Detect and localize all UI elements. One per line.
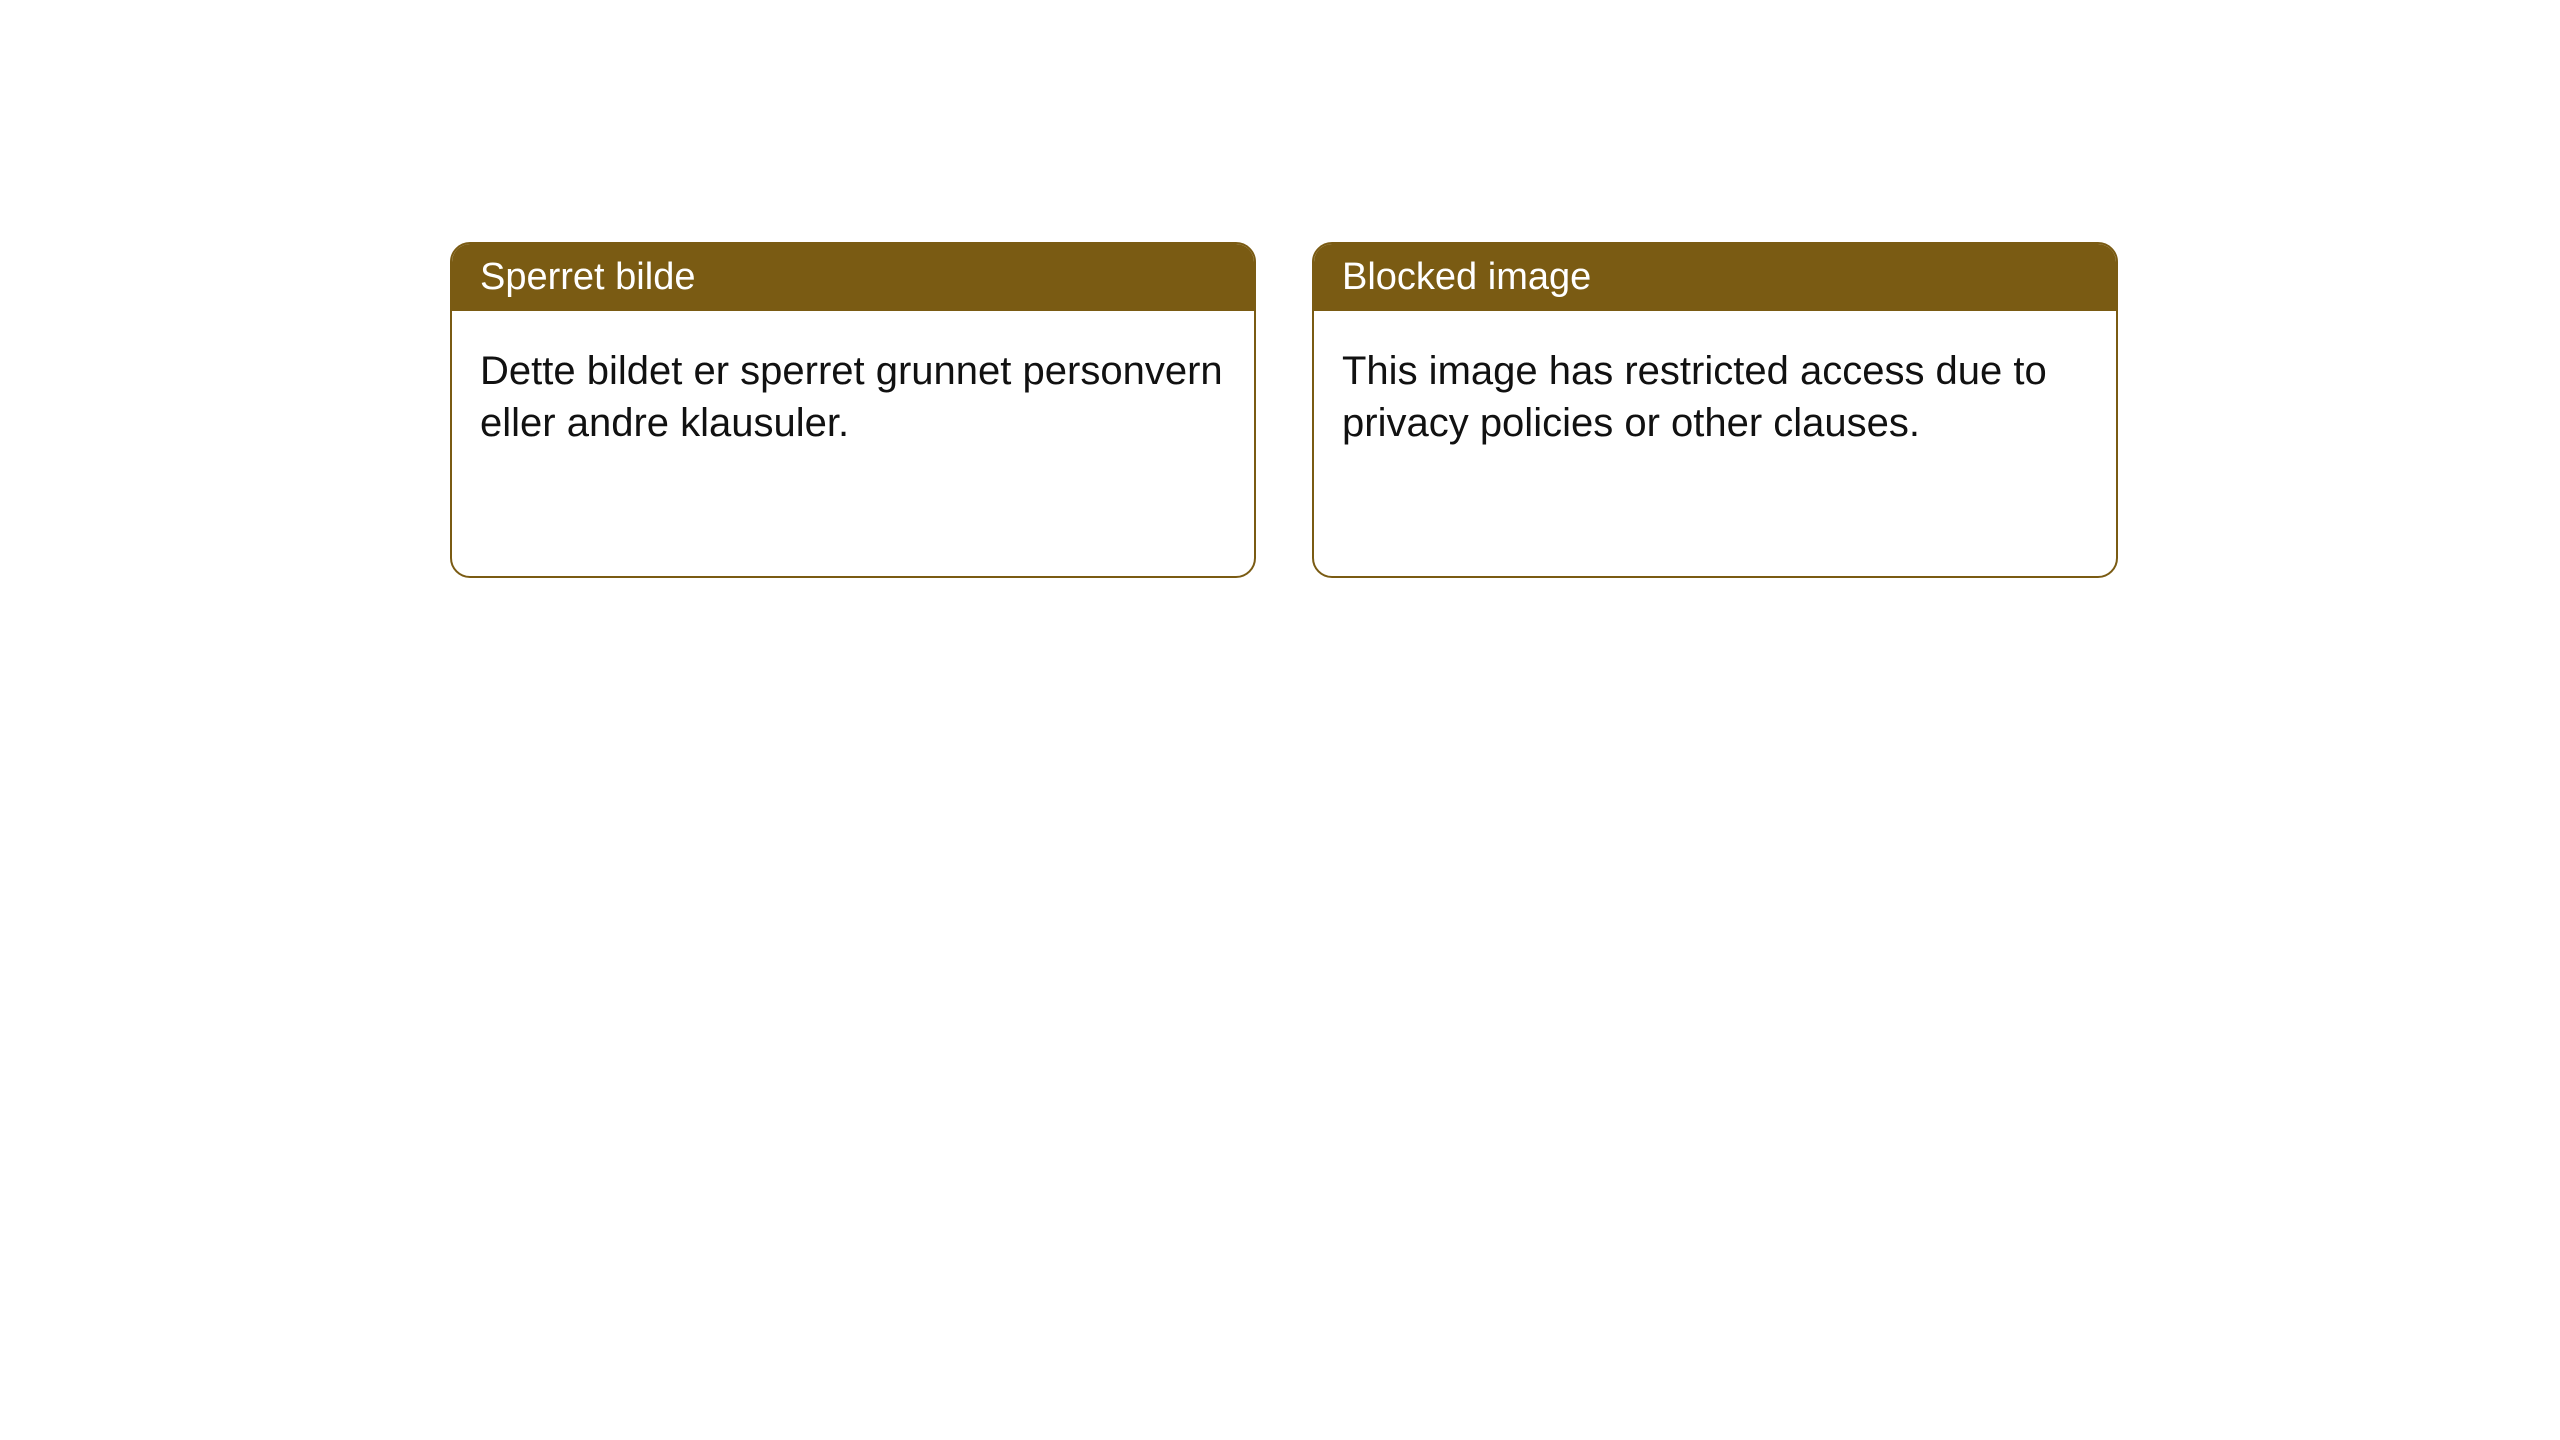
notice-container: Sperret bilde Dette bildet er sperret gr…	[0, 0, 2560, 578]
card-title-en: Blocked image	[1342, 256, 1591, 298]
card-text-en: This image has restricted access due to …	[1342, 349, 2047, 445]
blocked-image-card-no: Sperret bilde Dette bildet er sperret gr…	[450, 242, 1256, 578]
card-header-no: Sperret bilde	[452, 244, 1254, 311]
card-title-no: Sperret bilde	[480, 256, 695, 298]
card-body-no: Dette bildet er sperret grunnet personve…	[452, 311, 1254, 483]
card-text-no: Dette bildet er sperret grunnet personve…	[480, 349, 1223, 445]
card-body-en: This image has restricted access due to …	[1314, 311, 2116, 483]
blocked-image-card-en: Blocked image This image has restricted …	[1312, 242, 2118, 578]
card-header-en: Blocked image	[1314, 244, 2116, 311]
